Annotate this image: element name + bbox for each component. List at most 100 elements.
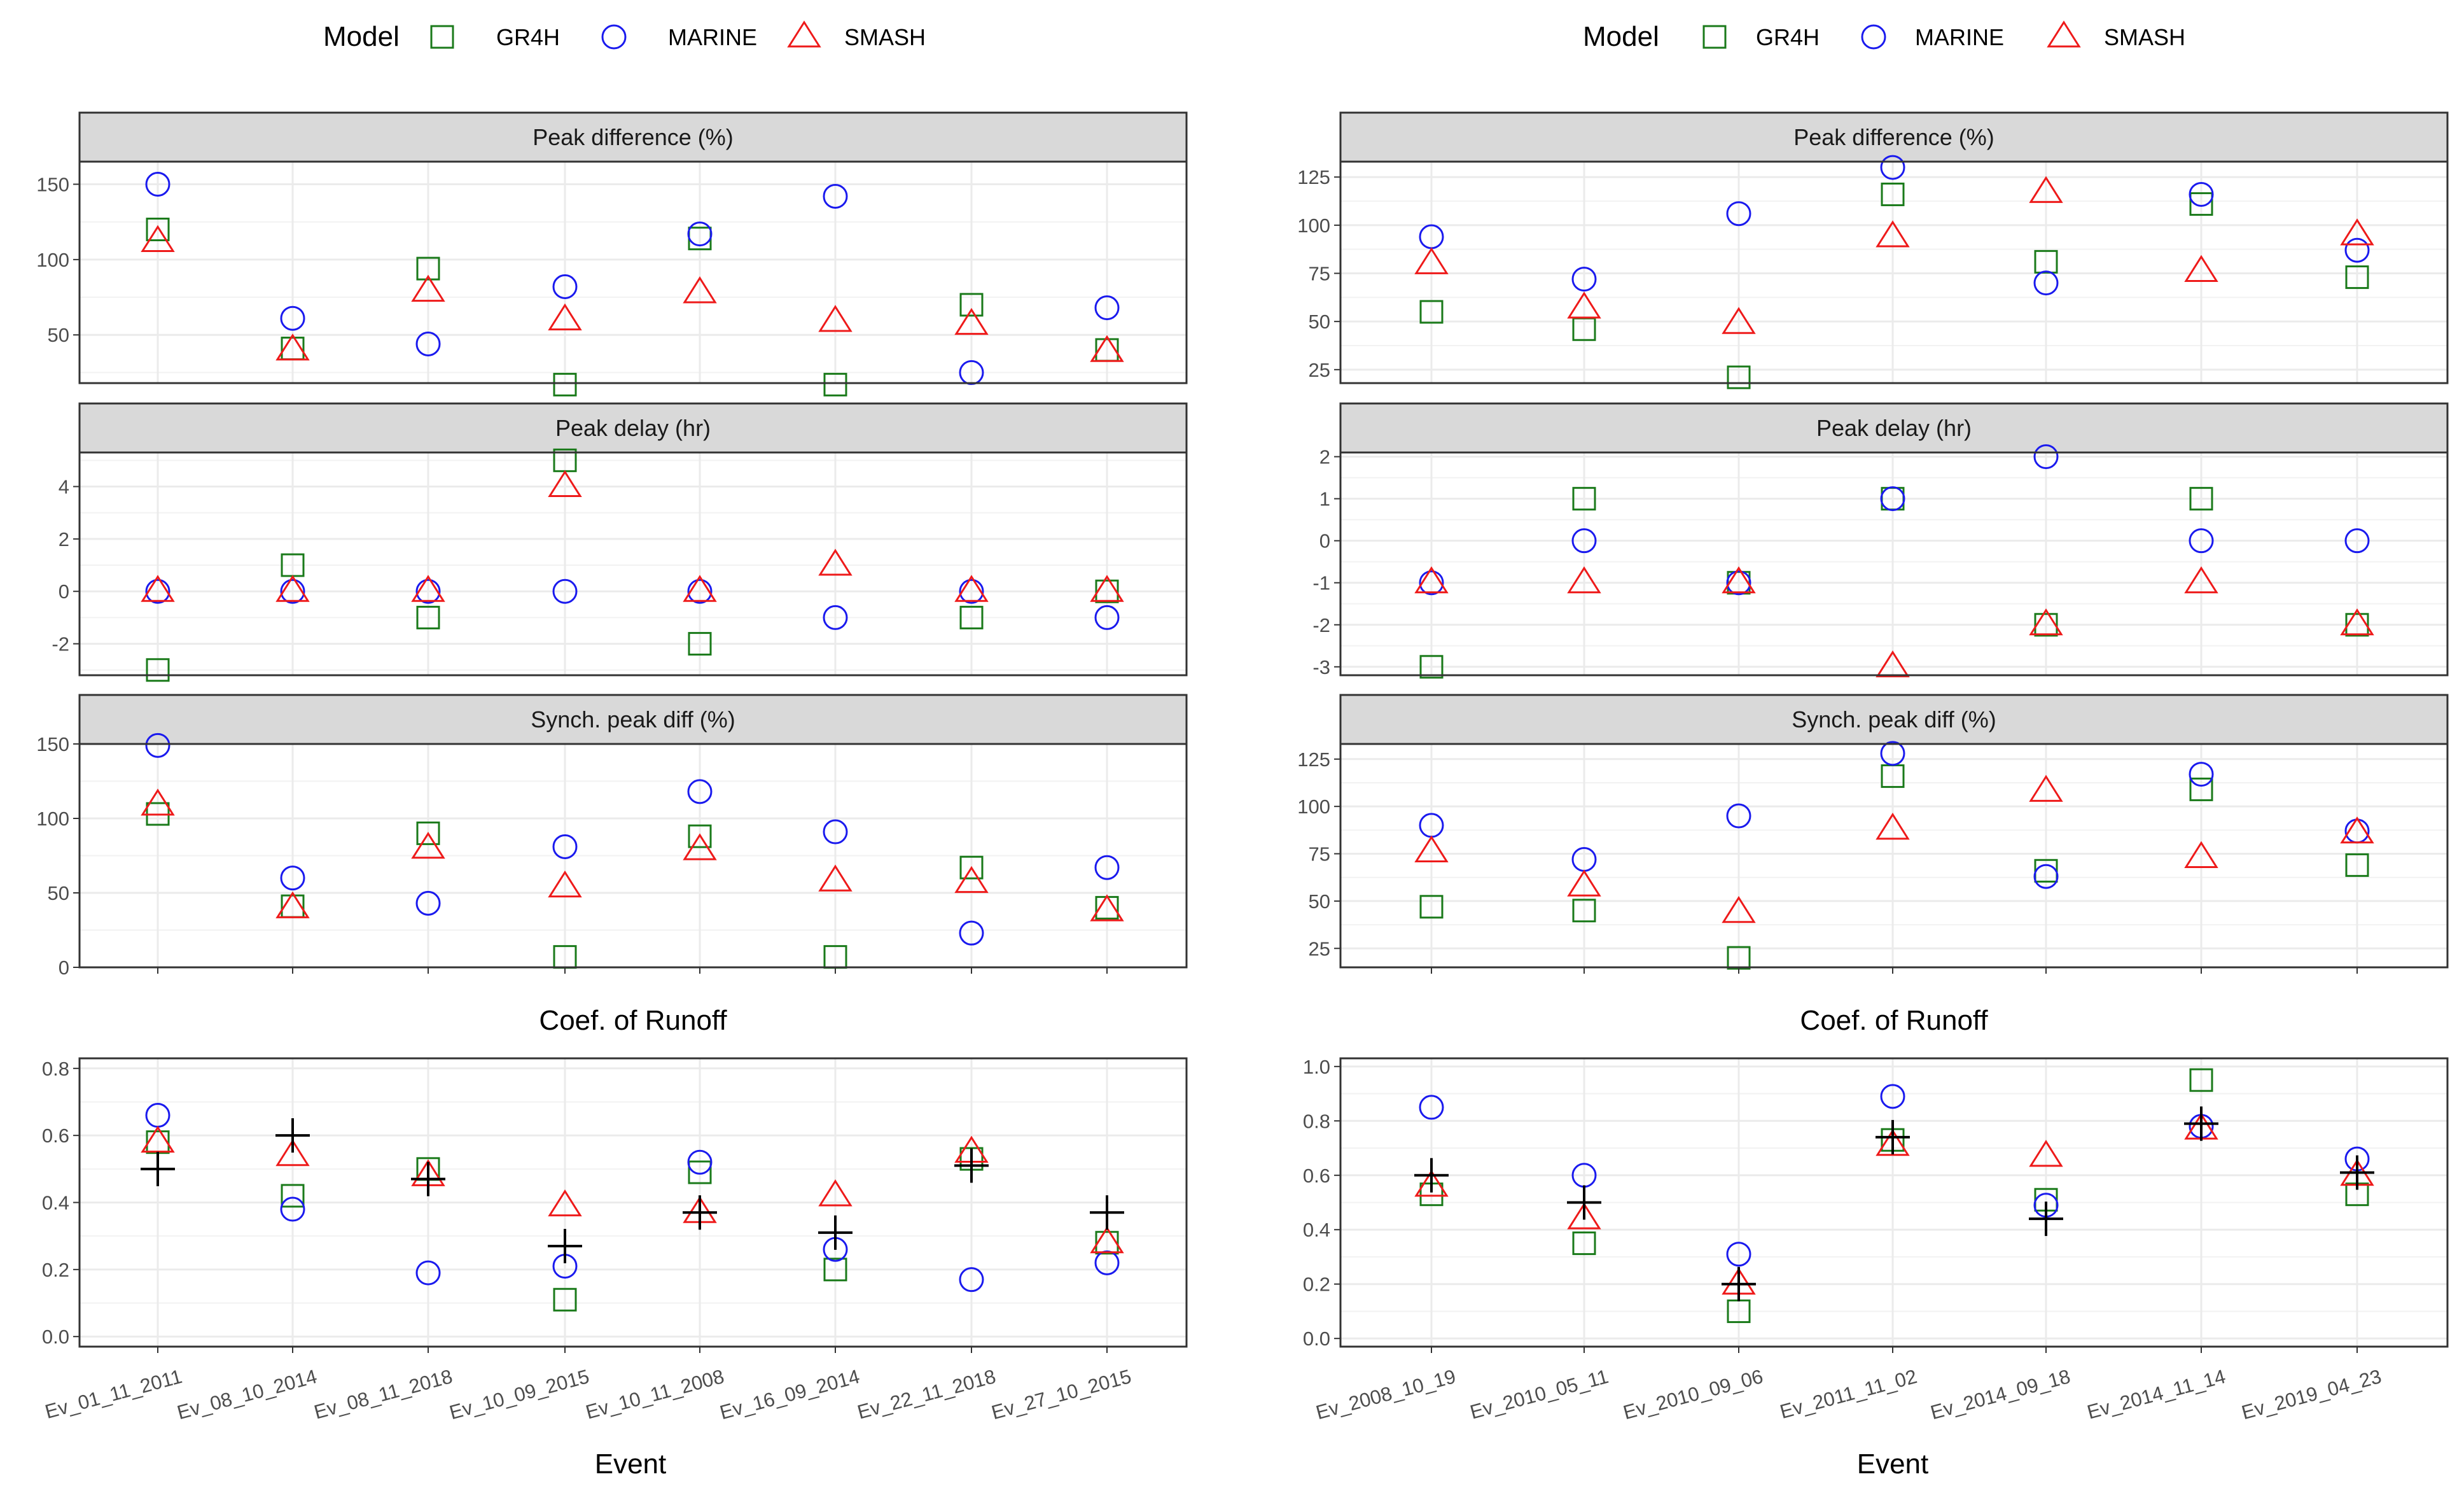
runoff-panel-title: Coef. of Runoff bbox=[1800, 1005, 1988, 1036]
y-tick-label: 2 bbox=[59, 528, 69, 550]
legend-key-smash-icon bbox=[2047, 20, 2081, 48]
point-smash bbox=[1567, 869, 1601, 897]
point-observed-icon bbox=[1722, 1266, 1756, 1301]
point-smash bbox=[548, 870, 582, 898]
x-tick-label: Ev_2014_09_18 bbox=[1928, 1365, 2073, 1424]
y-tick-label: 0.6 bbox=[1303, 1165, 1330, 1187]
facet-strip bbox=[78, 402, 1188, 454]
point-smash bbox=[818, 864, 853, 892]
point-marine bbox=[687, 779, 713, 804]
point-smash bbox=[683, 276, 717, 304]
facet-strip bbox=[1339, 111, 2449, 163]
point-smash bbox=[548, 303, 582, 331]
point-smash bbox=[411, 831, 445, 859]
point-marine bbox=[687, 1149, 713, 1175]
legend-title: Model bbox=[1583, 21, 1659, 52]
legend-key-gr4h-icon bbox=[1702, 25, 1727, 49]
point-marine bbox=[1726, 1242, 1751, 1267]
point-gr4h bbox=[1095, 579, 1119, 603]
point-marine bbox=[552, 834, 578, 859]
point-gr4h bbox=[823, 1258, 847, 1282]
facet-strip-label: Peak delay (hr) bbox=[1816, 415, 1972, 441]
legend-label-smash: SMASH bbox=[2104, 24, 2185, 50]
point-gr4h bbox=[1727, 365, 1751, 389]
point-smash bbox=[1567, 1202, 1601, 1230]
y-tick-label: 0.8 bbox=[1303, 1110, 1330, 1132]
facet-strip-label: Synch. peak diff (%) bbox=[1792, 706, 1996, 732]
facet-strip-label: Peak difference (%) bbox=[532, 124, 734, 150]
point-gr4h bbox=[2345, 613, 2369, 637]
y-tick-label: 0.6 bbox=[42, 1125, 69, 1147]
point-gr4h bbox=[959, 605, 984, 629]
y-tick-label: 0.2 bbox=[1303, 1273, 1330, 1296]
point-smash bbox=[548, 470, 582, 498]
panel-border bbox=[78, 451, 1188, 676]
point-smash bbox=[141, 789, 175, 816]
point-smash bbox=[683, 575, 717, 602]
point-marine bbox=[415, 331, 441, 356]
point-gr4h bbox=[1881, 182, 1905, 206]
x-tick-label: Ev_08_10_2014 bbox=[175, 1365, 319, 1424]
legend-title: Model bbox=[323, 21, 400, 52]
facet-strip-label: Synch. peak diff (%) bbox=[531, 706, 735, 732]
y-tick-label: 100 bbox=[36, 808, 69, 830]
panel-border bbox=[1339, 160, 2449, 384]
point-smash bbox=[141, 225, 175, 252]
point-smash bbox=[1876, 220, 1910, 248]
point-marine bbox=[280, 305, 305, 331]
point-gr4h bbox=[823, 372, 847, 396]
point-gr4h bbox=[416, 605, 440, 629]
y-tick-label: 25 bbox=[1309, 359, 1330, 381]
y-tick-label: 150 bbox=[36, 174, 69, 196]
y-tick-label: 0.0 bbox=[1303, 1328, 1330, 1350]
point-gr4h bbox=[1572, 1231, 1596, 1256]
point-observed-icon bbox=[548, 1228, 582, 1263]
point-smash bbox=[1090, 575, 1124, 602]
point-marine bbox=[1094, 855, 1120, 880]
point-smash bbox=[275, 575, 310, 602]
point-marine bbox=[415, 1260, 441, 1286]
point-gr4h bbox=[553, 372, 577, 396]
point-observed-icon bbox=[2340, 1155, 2374, 1190]
y-tick-label: -2 bbox=[52, 633, 69, 655]
point-smash bbox=[1414, 1170, 1449, 1197]
point-smash bbox=[2340, 816, 2374, 844]
legend-key-marine-icon bbox=[601, 24, 627, 50]
y-tick-label: 0.0 bbox=[42, 1326, 69, 1348]
point-gr4h bbox=[1572, 899, 1596, 923]
point-smash bbox=[1090, 894, 1124, 922]
y-tick-label: -3 bbox=[1312, 656, 1330, 678]
point-marine bbox=[2033, 444, 2059, 470]
point-observed-icon bbox=[411, 1161, 445, 1196]
point-smash bbox=[954, 575, 989, 602]
point-marine bbox=[959, 920, 984, 946]
point-gr4h bbox=[2189, 777, 2213, 801]
point-marine bbox=[1094, 605, 1120, 630]
point-marine bbox=[959, 1267, 984, 1293]
panel-border bbox=[1339, 451, 2449, 676]
facet-strip bbox=[1339, 402, 2449, 454]
point-marine bbox=[1419, 570, 1444, 596]
point-marine bbox=[1880, 1084, 1905, 1109]
point-marine bbox=[823, 183, 848, 209]
y-tick-label: 150 bbox=[36, 733, 69, 755]
y-tick-label: 50 bbox=[48, 882, 69, 904]
panel-border bbox=[78, 743, 1188, 969]
point-observed-icon bbox=[2184, 1106, 2218, 1141]
legend-key-smash-icon bbox=[787, 20, 821, 48]
point-smash bbox=[2184, 841, 2218, 868]
point-smash bbox=[1414, 835, 1449, 863]
point-gr4h bbox=[688, 1160, 712, 1184]
point-marine bbox=[1094, 295, 1120, 321]
point-marine bbox=[2344, 237, 2370, 263]
point-smash bbox=[2184, 566, 2218, 594]
y-tick-label: 125 bbox=[1297, 748, 1330, 771]
point-smash bbox=[818, 1179, 853, 1207]
point-gr4h bbox=[2345, 853, 2369, 877]
legend-label-marine: MARINE bbox=[668, 24, 757, 50]
point-observed-icon bbox=[141, 1151, 175, 1186]
point-marine bbox=[959, 578, 984, 604]
point-marine bbox=[145, 732, 171, 758]
point-marine bbox=[280, 866, 305, 891]
point-marine bbox=[1419, 1095, 1444, 1120]
